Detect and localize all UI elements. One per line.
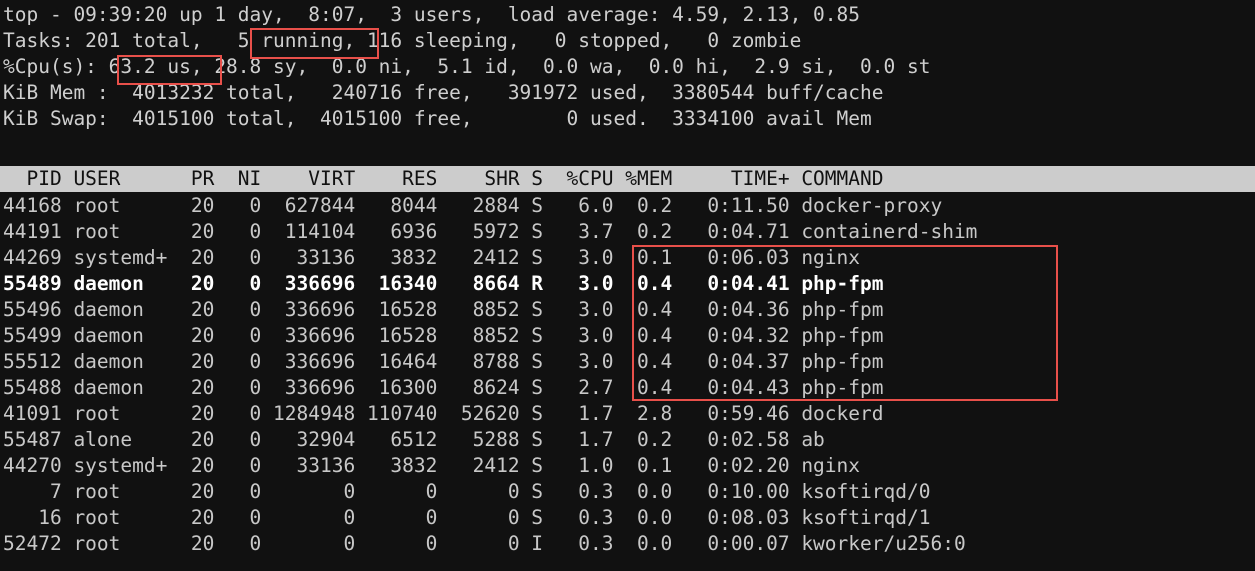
table-row: 55512 daemon 20 0 336696 16464 8788 S 3.… bbox=[3, 350, 884, 373]
table-row: 44269 systemd+ 20 0 33136 3832 2412 S 3.… bbox=[3, 246, 861, 269]
table-row: 44168 root 20 0 627844 8044 2884 S 6.0 0… bbox=[3, 194, 943, 217]
table-row: 55488 daemon 20 0 336696 16300 8624 S 2.… bbox=[3, 376, 884, 399]
table-row: 44270 systemd+ 20 0 33136 3832 2412 S 1.… bbox=[3, 454, 861, 477]
top-cpu-line: %Cpu(s): 63.2 us, 28.8 sy, 0.0 ni, 5.1 i… bbox=[3, 55, 931, 78]
process-table-body: 44168 root 20 0 627844 8044 2884 S 6.0 0… bbox=[0, 192, 1255, 557]
process-table: PID USER PR NI VIRT RES SHR S %CPU %MEM … bbox=[0, 166, 1255, 557]
top-summary-block: top - 09:39:20 up 1 day, 8:07, 3 users, … bbox=[3, 2, 1255, 132]
top-swap-line: KiB Swap: 4015100 total, 4015100 free, 0… bbox=[3, 107, 872, 130]
table-row: 55499 daemon 20 0 336696 16528 8852 S 3.… bbox=[3, 324, 884, 347]
top-uptime-line: top - 09:39:20 up 1 day, 8:07, 3 users, … bbox=[3, 3, 861, 26]
table-row: 55489 daemon 20 0 336696 16340 8664 R 3.… bbox=[3, 272, 884, 295]
table-row: 16 root 20 0 0 0 0 S 0.3 0.0 0:08.03 kso… bbox=[3, 506, 931, 529]
table-row: 52472 root 20 0 0 0 0 I 0.3 0.0 0:00.07 … bbox=[3, 532, 966, 555]
table-row: 55496 daemon 20 0 336696 16528 8852 S 3.… bbox=[3, 298, 884, 321]
top-tasks-line: Tasks: 201 total, 5 running, 116 sleepin… bbox=[3, 29, 802, 52]
table-row: 41091 root 20 0 1284948 110740 52620 S 1… bbox=[3, 402, 884, 425]
table-row: 7 root 20 0 0 0 0 S 0.3 0.0 0:10.00 ksof… bbox=[3, 480, 931, 503]
table-row: 55487 alone 20 0 32904 6512 5288 S 1.7 0… bbox=[3, 428, 825, 451]
process-table-header: PID USER PR NI VIRT RES SHR S %CPU %MEM … bbox=[0, 166, 1255, 192]
table-row: 44191 root 20 0 114104 6936 5972 S 3.7 0… bbox=[3, 220, 978, 243]
top-mem-line: KiB Mem : 4013232 total, 240716 free, 39… bbox=[3, 81, 884, 104]
